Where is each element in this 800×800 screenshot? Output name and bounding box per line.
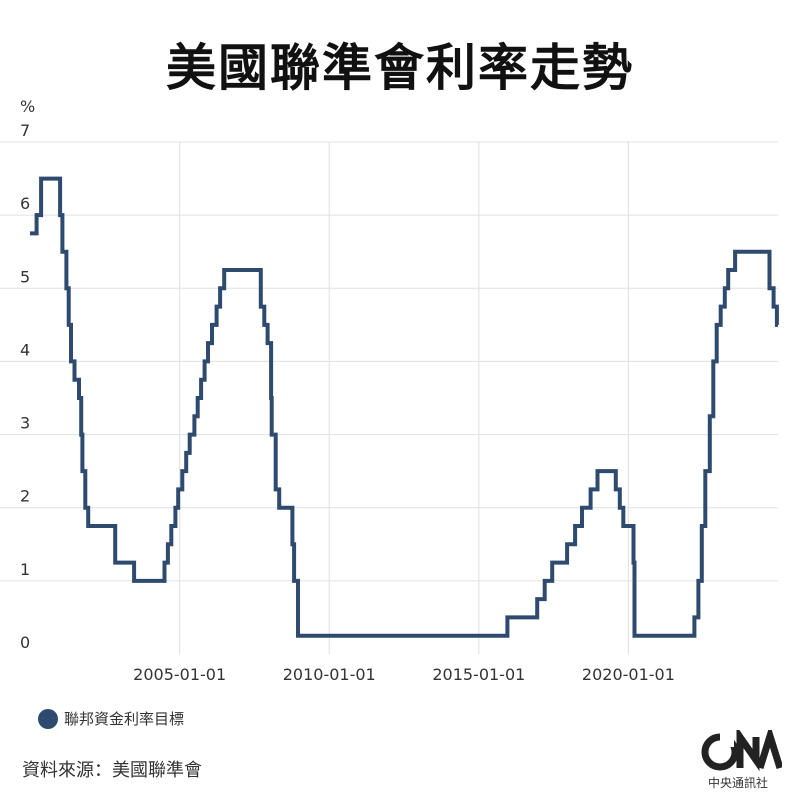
- source-note: 資料來源：美國聯準會: [22, 760, 202, 781]
- x-tick-label-2020: 2020-01-01: [582, 665, 675, 684]
- y-axis-unit-label: %: [20, 97, 35, 116]
- legend: 聯邦資金利率目標: [38, 708, 184, 729]
- y-tick-label-5: 5: [20, 267, 30, 286]
- legend-swatch: [38, 708, 58, 729]
- y-tick-label-3: 3: [20, 414, 30, 433]
- legend-label: 聯邦資金利率目標: [64, 710, 185, 728]
- y-tick-label-4: 4: [20, 340, 30, 359]
- cna-logo: [701, 730, 782, 772]
- y-tick-label-6: 6: [20, 194, 30, 213]
- y-tick-labels: 0 1 2 3 4 5 6 7: [20, 121, 30, 652]
- x-tick-label-2005: 2005-01-01: [133, 665, 226, 684]
- grid-lines: [0, 141, 778, 654]
- y-tick-label-0: 0: [20, 633, 30, 652]
- x-tick-label-2010: 2010-01-01: [283, 665, 376, 684]
- y-tick-label-1: 1: [20, 560, 30, 579]
- chart-title: 美國聯準會利率走勢: [166, 39, 634, 97]
- logo-subtitle: 中央通訊社: [708, 776, 769, 790]
- y-tick-label-7: 7: [20, 121, 30, 140]
- y-tick-label-2: 2: [20, 487, 30, 506]
- x-tick-label-2015: 2015-01-01: [432, 665, 525, 684]
- x-tick-labels: 2005-01-01 2010-01-01 2015-01-01 2020-01-01: [133, 665, 675, 684]
- series-line-fed-funds-rate: [30, 176, 779, 638]
